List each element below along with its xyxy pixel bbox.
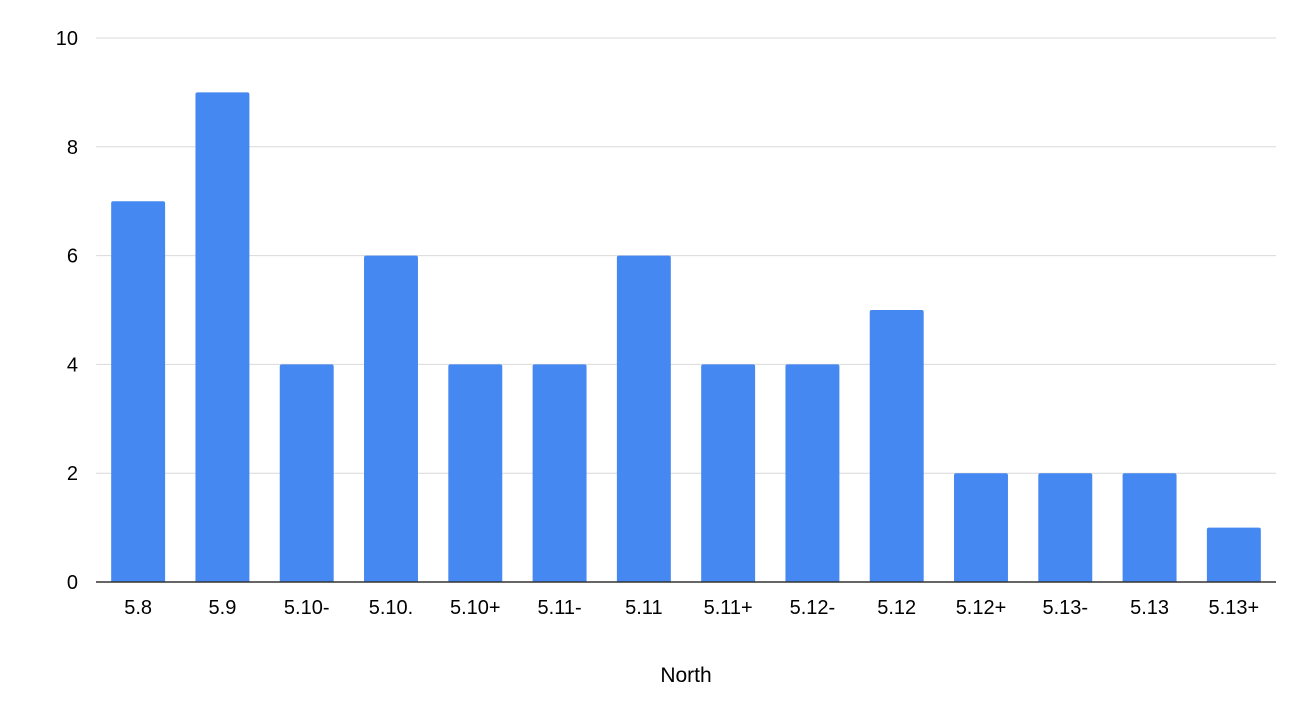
bar-5.11-: [532, 364, 587, 582]
x-tick-label: 5.8: [124, 597, 152, 619]
bar-5.12: [869, 310, 924, 582]
x-tick-label: 5.12: [877, 597, 916, 619]
y-tick-label: 8: [67, 137, 78, 159]
x-tick-label: 5.12+: [956, 597, 1007, 619]
x-tick-label: 5.10.: [369, 597, 413, 619]
x-tick-label: 5.13+: [1209, 597, 1260, 619]
bar-5.9: [195, 92, 250, 583]
x-tick-label: 5.11-: [538, 597, 582, 619]
x-tick-labels: 5.8 5.9 5.10- 5.10. 5.10+ 5.11- 5.11 5.11+ 5.12-…: [124, 597, 1259, 619]
y-tick-label: 6: [67, 246, 78, 268]
x-tick-label: 5.13: [1130, 597, 1169, 619]
grid-lines: [96, 37, 1276, 474]
y-tick-label: 10: [56, 28, 78, 50]
bar-5.10+: [448, 364, 503, 582]
y-tick-label: 4: [67, 354, 78, 376]
bar-5.12-: [785, 364, 840, 582]
bar-5.10-: [279, 364, 334, 582]
x-tick-label: 5.11: [625, 597, 662, 619]
x-tick-label: 5.12-: [790, 597, 836, 619]
bars: [111, 92, 1261, 583]
x-axis-title: North: [660, 664, 711, 687]
bar-5.10.: [364, 255, 418, 582]
bar-5.8: [111, 201, 166, 582]
bar-5.12+: [954, 473, 1008, 582]
bar-5.13: [1122, 473, 1177, 582]
y-tick-label: 2: [67, 463, 78, 485]
bar-5.13+: [1206, 527, 1261, 582]
y-tick-label: 0: [67, 572, 78, 594]
bar-5.13-: [1038, 473, 1093, 582]
y-tick-labels: 0 2 4 6 8 10: [56, 28, 78, 594]
x-tick-label: 5.9: [209, 597, 237, 619]
x-tick-label: 5.10-: [284, 597, 330, 619]
x-tick-label: 5.11+: [704, 597, 753, 619]
bar-5.11: [616, 255, 671, 582]
x-tick-label: 5.13-: [1042, 597, 1088, 619]
x-tick-label: 5.10+: [450, 597, 501, 619]
bar-5.11+: [701, 364, 756, 582]
